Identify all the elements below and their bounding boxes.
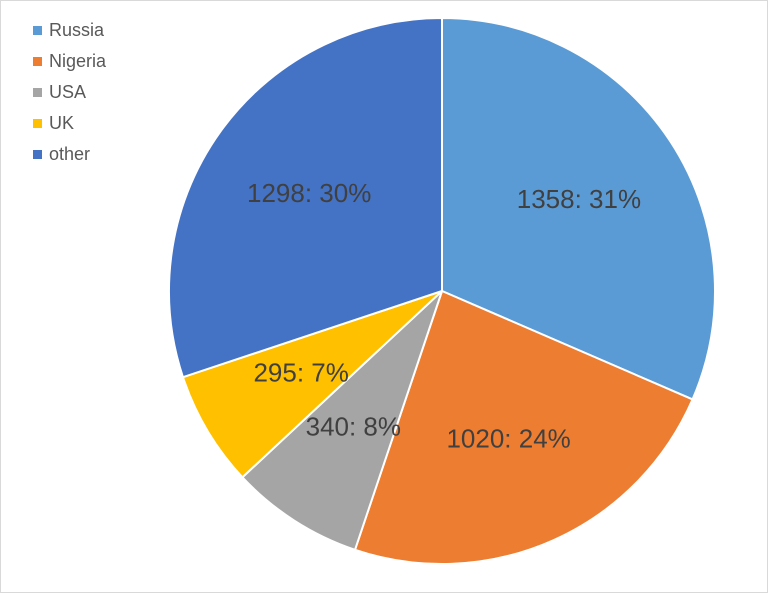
legend-swatch-nigeria	[33, 57, 42, 66]
pie-slice-usa	[241, 290, 443, 552]
data-label-uk: 295: 7%	[253, 358, 348, 388]
legend-label-russia: Russia	[49, 20, 105, 40]
data-label-nigeria: 1020: 24%	[446, 424, 570, 454]
data-label-usa: 340: 8%	[306, 412, 401, 442]
legend-swatch-other	[33, 150, 42, 159]
pie-slice-other	[168, 16, 443, 379]
legend-item-russia: Russia	[33, 15, 106, 46]
pie-slice-russia	[441, 16, 716, 401]
legend-item-usa: USA	[33, 77, 106, 108]
legend-item-uk: UK	[33, 108, 106, 139]
legend-item-other: other	[33, 139, 106, 170]
legend-swatch-usa	[33, 88, 42, 97]
legend: Russia Nigeria USA UK other	[33, 15, 106, 170]
legend-swatch-uk	[33, 119, 42, 128]
pie-slice-nigeria	[353, 289, 694, 565]
legend-swatch-russia	[33, 26, 42, 35]
legend-label-uk: UK	[49, 113, 75, 133]
data-label-russia: 1358: 31%	[517, 184, 641, 214]
data-label-other: 1298: 30%	[247, 178, 371, 208]
legend-label-nigeria: Nigeria	[49, 51, 107, 71]
pie-slice-uk	[181, 290, 443, 479]
legend-item-nigeria: Nigeria	[33, 46, 106, 77]
legend-label-other: other	[49, 144, 91, 164]
legend-label-usa: USA	[49, 82, 87, 102]
